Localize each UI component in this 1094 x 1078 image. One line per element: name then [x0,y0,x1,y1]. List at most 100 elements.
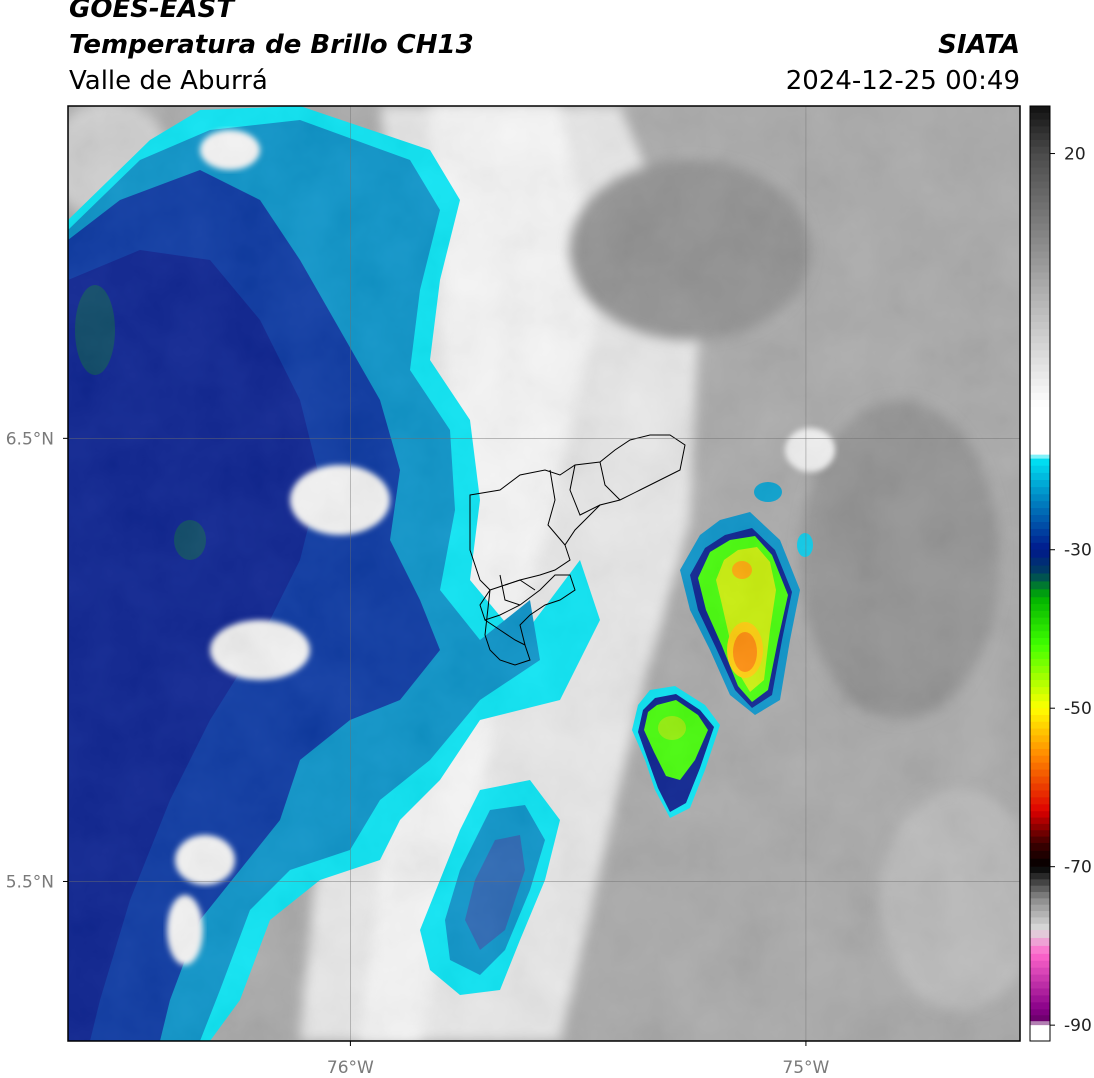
colorbar-segment [1030,858,1050,868]
colorbar-segment [1030,434,1050,442]
colorbar-segment [1030,413,1050,422]
colorbar-segment [1030,1009,1050,1016]
colorbar-segment [1030,672,1050,681]
colorbar-segment [1030,230,1050,239]
colorbar-segment [1030,371,1050,380]
colorbar-segment [1030,597,1050,605]
colorbar-segment [1030,610,1050,619]
colorbar-segment [1030,146,1050,155]
colorbar-segment [1030,542,1050,551]
colorbar-segment [1030,314,1050,323]
boundary-line [599,461,621,501]
colorbar-segment [1030,209,1050,218]
colorbar-segment [1030,258,1050,267]
colorbar-segment [1030,811,1050,819]
colorbar-segment [1030,447,1050,456]
colorbar-segment [1030,494,1050,502]
colorbar-segment [1030,721,1050,730]
colorbar-segment [1030,866,1050,874]
colorbar-segment [1030,392,1050,401]
colorbar-segment [1030,153,1050,162]
colorbar-segment [1030,480,1050,488]
colorbar-segment [1030,1033,1050,1042]
colorbar-segment [1030,885,1050,893]
colorbar-segment [1030,644,1050,653]
colorbar-segment [1030,1021,1050,1026]
colorbar-segment [1030,181,1050,190]
product-title: Temperatura de Brillo CH13 [69,30,474,60]
colorbar-segment [1030,708,1050,716]
colorbar-segment [1030,850,1050,860]
colorbar-segment [1030,911,1050,918]
colorbar-segment [1030,892,1050,899]
lat-tick-label: 6.5°N [6,429,54,449]
colorbar-segment [1030,988,1050,997]
colorbar-segment [1030,804,1050,812]
boundary-line [569,464,601,516]
colorbar-segment [1030,823,1050,831]
colorbar-segment [1030,728,1050,736]
colorbar-segment [1030,995,1050,1003]
colorbar-segment [1030,581,1050,590]
colorbar-segment [1030,904,1050,912]
colorbar-segment [1030,974,1050,983]
colorbar-segment [1030,953,1050,962]
colorbar-segment [1030,237,1050,246]
colorbar-segment [1030,119,1050,127]
colorbar-segment [1030,898,1050,906]
colorbar-segment [1030,378,1050,387]
colorbar-segment [1030,501,1050,509]
colorbar-segment [1030,687,1050,695]
colorbar-segment [1030,279,1050,288]
colorbar-segment [1030,195,1050,204]
datetime-label: 2024-12-25 00:49 [785,66,1020,96]
colorbar-segment [1030,624,1050,632]
colorbar-tick-label: -70 [1064,858,1092,878]
colorbar-segment [1030,472,1050,481]
colorbar: 20 -30 -50 -70 -90 [1029,105,1092,1042]
colorbar-segment [1030,694,1050,702]
colorbar-segment [1030,106,1050,114]
colorbar-segment [1030,420,1050,429]
colorbar-segment [1030,454,1050,460]
colorbar-segment [1030,427,1050,435]
colorbar-segment [1030,244,1050,253]
colorbar-segment [1030,701,1050,709]
colorbar-tick-label: 20 [1064,145,1086,165]
colorbar-segment [1030,188,1050,197]
colorbar-segment [1030,873,1050,880]
colorbar-segment [1030,216,1050,225]
colorbar-segment [1030,133,1050,141]
colorbar-segment [1030,604,1050,612]
lat-tick-label: 5.5°N [6,872,54,892]
colorbar-segment [1030,665,1050,674]
colorbar-segment [1030,658,1050,667]
colorbar-segment [1030,680,1050,688]
colorbar-segment [1030,223,1050,232]
colorbar-segment [1030,651,1050,660]
lon-tick-label: 75°W [782,1058,829,1078]
colorbar-segment [1030,139,1050,148]
colorbar-segment [1030,487,1050,495]
colorbar-segment [1030,112,1050,121]
colorbar-segment [1030,300,1050,309]
colorbar-segment [1030,251,1050,260]
colorbar-segment [1030,1015,1050,1022]
colorbar-segment [1030,202,1050,211]
municipality-boundaries [469,434,686,666]
colorbar-segment [1030,923,1050,931]
colorbar-segment [1030,638,1050,646]
colorbar-segment [1030,329,1050,337]
axis-labels: 6.5°N 5.5°N 76°W 75°W [6,429,830,1078]
colorbar-segment [1030,879,1050,887]
colorbar-segment [1030,776,1050,785]
colorbar-segment [1030,565,1050,575]
colorbar-tick-label: -90 [1064,1016,1092,1036]
colorbar-segment [1030,535,1050,544]
colorbar-segment [1030,515,1050,523]
colorbar-segment [1030,714,1050,723]
colorbar-segment [1030,797,1050,805]
region-label: Valle de Aburrá [69,66,268,96]
colorbar-segment [1030,937,1050,947]
colorbar-segment [1030,336,1050,344]
